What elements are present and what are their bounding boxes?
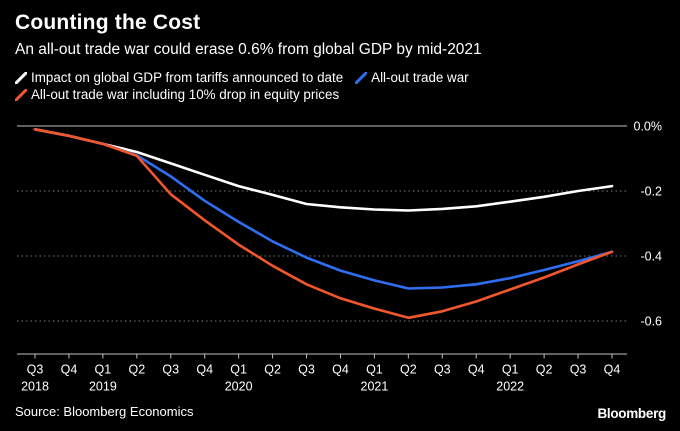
legend-swatch-all-out [355,71,368,84]
legend-label-equity: All-out trade war including 10% drop in … [31,87,340,102]
y-tick-label-3: -0.6 [640,315,662,329]
source-note: Source: Bloomberg Economics [15,404,194,419]
x-tick-label-14: Q1 [502,363,519,377]
legend-label-all-out: All-out trade war [371,70,469,85]
x-year-label-4: 2022 [496,380,524,394]
legend-item-equity: All-out trade war including 10% drop in … [15,86,339,103]
chart-subtitle: An all-out trade war could erase 0.6% fr… [15,41,482,58]
x-year-label-0: 2018 [21,380,49,394]
x-tick-label-16: Q3 [570,363,587,377]
x-tick-label-7: Q2 [264,363,281,377]
y-tick-label-0: 0.0% [634,120,663,134]
x-tick-label-6: Q1 [230,363,247,377]
x-tick-label-0: Q3 [27,363,44,377]
x-tick-label-8: Q3 [298,363,315,377]
legend-item-all-out: All-out trade war [355,69,469,86]
x-tick-label-5: Q4 [196,363,213,377]
series-all-out-line [33,128,614,290]
legend-label-tariffs: Impact on global GDP from tariffs announ… [31,70,344,85]
x-tick-label-4: Q3 [162,363,179,377]
series-equity-drop-line [33,128,614,320]
x-tick-label-9: Q4 [332,363,349,377]
chart-title: Counting the Cost [15,11,201,34]
x-tick-label-3: Q2 [128,363,145,377]
x-tick-label-15: Q2 [536,363,553,377]
x-tick-label-11: Q2 [400,363,417,377]
legend-item-tariffs: Impact on global GDP from tariffs announ… [15,69,343,86]
legend-swatch-equity [15,88,27,101]
series-tariffs-line [33,128,614,212]
x-tick-label-2: Q1 [95,363,112,377]
x-tick-label-1: Q4 [61,363,78,377]
x-tick-label-17: Q4 [604,363,621,377]
bloomberg-logo: Bloomberg [597,406,666,421]
legend-swatch-tariffs [15,71,27,84]
legend: Impact on global GDP from tariffs announ… [15,69,665,103]
x-tick-label-12: Q3 [434,363,451,377]
x-tick-label-10: Q1 [366,363,383,377]
x-year-label-2: 2020 [225,380,253,394]
y-tick-label-1: -0.2 [640,185,662,199]
y-tick-label-2: -0.4 [640,250,662,264]
x-year-label-1: 2019 [89,380,117,394]
x-tick-label-13: Q4 [468,363,485,377]
x-year-label-3: 2021 [361,380,389,394]
